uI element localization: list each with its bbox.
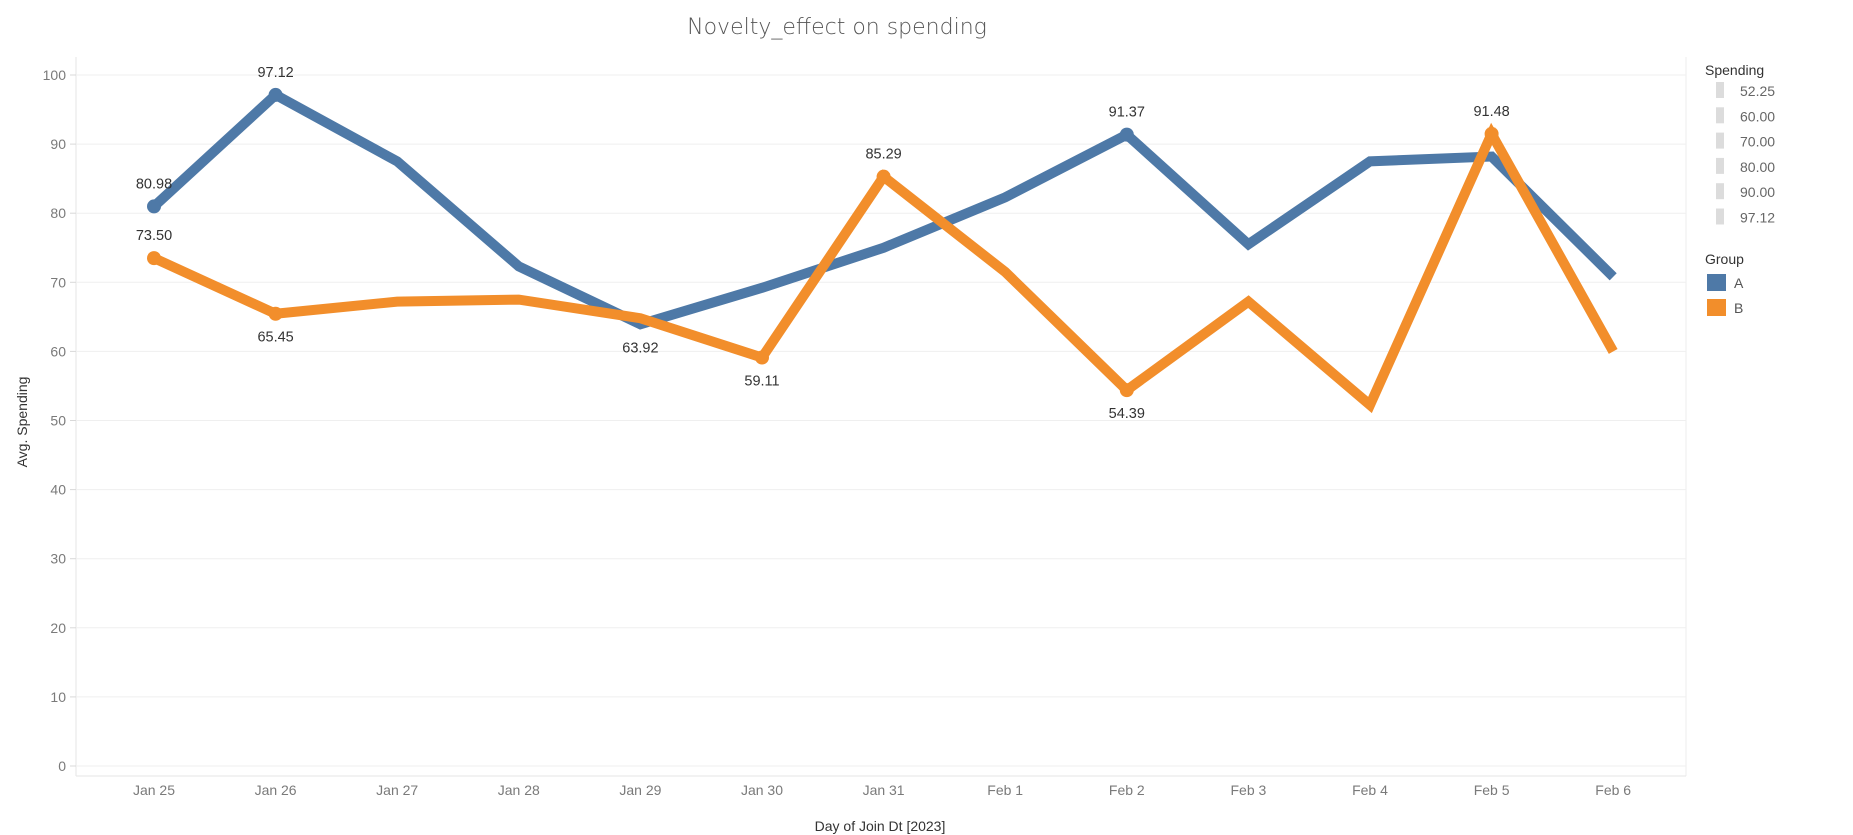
data-labels: 80.98 73.50 97.12 65.45 63.92 59.11 85.29 91.37…	[136, 65, 1510, 422]
y-tick-label-40: 40	[50, 482, 66, 498]
chart-title: Novelty_effect on spending	[687, 15, 987, 40]
data-label-A-1: 97.12	[257, 65, 293, 81]
size-legend-item-4: 90.00	[1740, 184, 1775, 200]
size-legend-swatch-2	[1716, 132, 1724, 149]
series-B-point-1	[268, 306, 283, 321]
series-A-line	[150, 88, 1617, 330]
plot-background	[76, 57, 1686, 776]
plot-area	[75, 57, 1687, 777]
size-legend-item-3: 80.00	[1740, 159, 1775, 175]
data-label-A-4: 63.92	[622, 340, 658, 356]
series-B-point-5	[755, 350, 769, 365]
color-legend-item-B: B	[1734, 300, 1743, 316]
y-tick-label-60: 60	[50, 343, 66, 359]
x-tick-label-2: Jan 27	[376, 782, 418, 798]
series-B-point-6	[876, 169, 891, 184]
series-B-point-8	[1119, 383, 1134, 398]
x-tick-label-1: Jan 26	[255, 782, 297, 798]
data-label-B-5: 59.11	[744, 374, 779, 390]
x-tick-label-6: Jan 31	[863, 782, 905, 798]
color-legend-swatch-A	[1707, 274, 1726, 291]
size-legend-swatch-0	[1716, 82, 1724, 98]
y-tick-label-100: 100	[43, 67, 67, 83]
x-tick-label-7: Feb 1	[987, 782, 1023, 798]
color-legend-item-A: A	[1734, 275, 1744, 291]
size-legend-item-1: 60.00	[1740, 108, 1775, 124]
gridlines	[76, 74, 1686, 767]
x-tick-label-9: Feb 3	[1230, 782, 1266, 798]
x-tick-label-3: Jan 28	[498, 782, 540, 798]
x-tick-label-4: Jan 29	[619, 782, 661, 798]
series-A-point-8	[1119, 127, 1134, 142]
y-tick-label-30: 30	[50, 551, 66, 567]
x-tick-label-11: Feb 5	[1474, 782, 1510, 798]
size-legend-swatch-5	[1716, 208, 1724, 225]
data-label-B-8: 54.39	[1109, 406, 1145, 422]
x-axis-ticks: Jan 25 Jan 26 Jan 27 Jan 28 Jan 29 Jan 30 Jan …	[133, 782, 1631, 798]
y-tick-label-20: 20	[50, 620, 66, 636]
y-tick-label-0: 0	[58, 758, 66, 774]
x-axis-label: Day of Join Dt [2023]	[815, 818, 946, 834]
series-B-point-0	[147, 251, 161, 266]
y-axis-ticks: 0 10 20 30 40 50 60 70 80 90 100	[43, 67, 76, 774]
series-B-point-11	[1484, 126, 1499, 141]
y-tick-label-50: 50	[50, 413, 66, 429]
size-legend-swatch-1	[1716, 107, 1724, 124]
data-label-B-1: 65.45	[257, 330, 293, 346]
y-tick-label-70: 70	[50, 274, 66, 290]
size-legend-item-0: 52.25	[1740, 83, 1775, 99]
data-label-B-0: 73.50	[136, 228, 172, 244]
x-tick-label-8: Feb 2	[1109, 782, 1145, 798]
x-tick-label-12: Feb 6	[1595, 782, 1631, 798]
size-legend-title: Spending	[1705, 62, 1764, 78]
color-legend-title: Group	[1705, 251, 1744, 267]
y-tick-label-90: 90	[50, 136, 66, 152]
data-label-A-8: 91.37	[1109, 105, 1145, 121]
color-legend-swatch-B	[1707, 299, 1726, 316]
y-tick-label-10: 10	[50, 689, 66, 705]
data-label-B-11: 91.48	[1473, 104, 1509, 120]
x-tick-label-5: Jan 30	[741, 782, 783, 798]
size-legend-item-5: 97.12	[1740, 210, 1775, 226]
data-label-B-6: 85.29	[865, 147, 901, 163]
size-legend-swatch-4	[1716, 183, 1724, 200]
series-A-point-1	[268, 87, 283, 102]
size-legend-swatch-3	[1716, 157, 1724, 174]
series-lines	[147, 87, 1618, 414]
legend: Spending 52.25 60.00 70.00 80.00 90.00 97.12 Gr…	[1705, 62, 1775, 316]
data-label-A-0: 80.98	[136, 176, 172, 192]
x-tick-label-10: Feb 4	[1352, 782, 1388, 798]
series-A-point-0	[147, 199, 161, 214]
y-tick-label-80: 80	[50, 205, 66, 221]
y-axis-label: Avg. Spending	[14, 377, 30, 468]
size-legend-item-2: 70.00	[1740, 134, 1775, 150]
x-tick-label-0: Jan 25	[133, 782, 175, 798]
